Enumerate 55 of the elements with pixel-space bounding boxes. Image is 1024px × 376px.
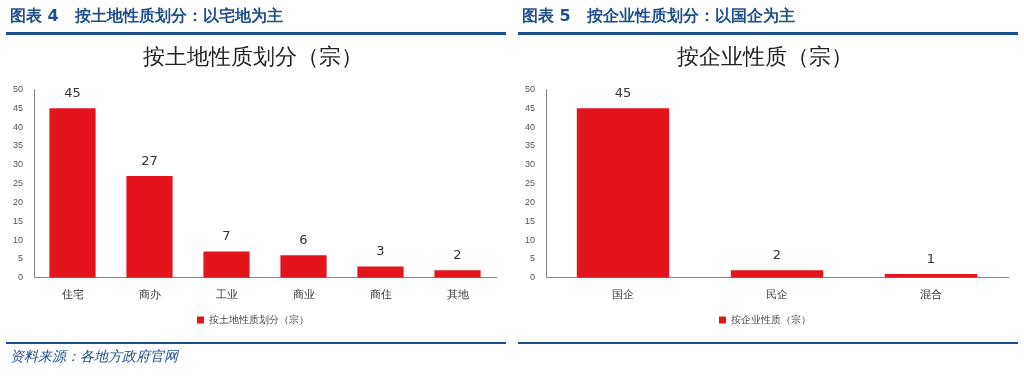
y-tick-label: 10: [13, 234, 24, 245]
x-tick-label: 其地: [446, 288, 469, 301]
y-tick-label: 50: [13, 83, 24, 94]
y-tick-label: 25: [525, 178, 536, 189]
y-tick-label: 20: [525, 196, 536, 207]
bar: [730, 270, 824, 278]
y-tick-label: 0: [18, 272, 24, 283]
y-tick-label: 15: [13, 215, 24, 226]
y-tick-label: 35: [525, 140, 536, 151]
x-tick-label: 商住: [369, 288, 392, 301]
y-tick-label: 20: [13, 196, 24, 207]
x-tick-label: 民企: [766, 288, 789, 301]
x-tick-label: 国企: [612, 288, 635, 301]
y-tick-label: 30: [525, 159, 536, 170]
y-tick-label: 45: [525, 102, 536, 113]
bar: [357, 266, 404, 278]
y-tick-label: 50: [525, 83, 536, 94]
legend-label: 按土地性质划分（宗）: [209, 313, 309, 325]
data-label: 7: [222, 228, 231, 244]
x-tick-label: 工业: [215, 288, 238, 301]
y-tick-label: 25: [13, 178, 24, 189]
y-tick-label: 15: [525, 215, 536, 226]
bar: [576, 108, 670, 278]
y-tick-label: 10: [525, 234, 536, 245]
y-tick-label: 0: [530, 272, 536, 283]
data-label: 27: [141, 152, 158, 168]
y-tick-label: 35: [13, 140, 24, 151]
data-label: 6: [299, 232, 308, 248]
data-label: 2: [453, 247, 462, 263]
legend-label: 按企业性质（宗）: [731, 313, 811, 325]
data-label: 45: [64, 85, 81, 101]
bar: [280, 255, 327, 278]
bar: [434, 270, 481, 278]
chart-subtitle: 按企业性质（宗）: [677, 43, 853, 69]
x-tick-label: 混合: [920, 288, 942, 301]
data-label: 1: [926, 250, 936, 266]
x-tick-label: 商办: [138, 288, 161, 301]
data-label: 2: [772, 247, 782, 263]
y-tick-label: 45: [13, 102, 24, 113]
chart-title: 图表 5 按企业性质划分：以国企为主: [518, 0, 1018, 35]
bar: [126, 176, 173, 278]
y-tick-label: 40: [525, 121, 536, 132]
y-tick-label: 5: [530, 253, 536, 264]
chart-subtitle: 按土地性质划分（宗）: [143, 43, 363, 69]
x-tick-label: 住宅: [61, 288, 84, 301]
data-label: 3: [376, 243, 385, 259]
y-tick-label: 40: [13, 121, 24, 132]
data-label: 45: [614, 85, 632, 101]
chart-title: 图表 4 按土地性质划分：以宅地为主: [6, 0, 506, 35]
y-tick-label: 30: [13, 159, 24, 170]
bar: [49, 108, 96, 278]
y-tick-label: 5: [18, 253, 24, 264]
x-tick-label: 商业: [292, 288, 315, 301]
bar: [203, 251, 250, 278]
text: 资料来源：各地方政府官网: [10, 348, 178, 364]
